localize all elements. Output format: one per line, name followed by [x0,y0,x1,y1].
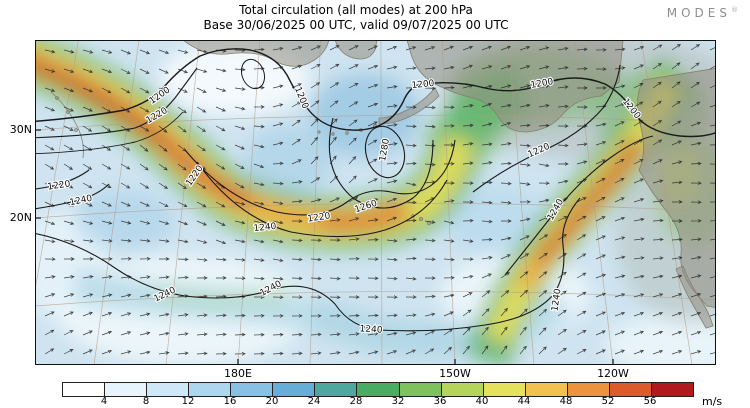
colorbar-segment [272,383,315,396]
wind-arrows-layer [44,43,716,356]
colorbar-tick-label: 16 [223,396,237,407]
graticule-lon-line [574,40,614,365]
land-chukotka [334,40,378,60]
colorbar-segment [482,383,525,396]
colorbar [62,382,694,397]
modes-logo: MODES® [667,6,738,20]
colorbar-tick-label: 44 [517,396,531,407]
title-block: Total circulation (all modes) at 200 hPa… [0,3,712,33]
colorbar-tick-label: 24 [307,396,321,407]
graticule-lat-line [35,114,716,131]
colorbar-labels: 4 8 12 16 20 24 28 32 36 40 44 48 52 56 [62,396,692,408]
colorbar-tick-label: 52 [601,396,615,407]
colorbar-segment [398,383,441,396]
contour-closed-small [240,58,266,90]
colorbar-tick-label: 56 [643,396,657,407]
colorbar-tick-label: 36 [433,396,447,407]
modes-logo-text: MODES [666,6,731,20]
graticule-lat-line [35,290,716,307]
land-alaska-peninsula [378,87,440,125]
colorbar-segment [356,383,399,396]
colorbar-segment [104,383,147,396]
colorbar-segment [63,383,105,396]
contour-1280-closed [364,125,406,179]
lon-tick-label: 150W [439,367,471,380]
contour-1240-east [504,135,654,276]
contour-label: 1280 [378,138,392,163]
contour-1240-left [35,183,110,210]
contour-1220-u [184,139,456,216]
graticule-lon-line [35,40,79,293]
kuril-islands [55,96,78,132]
contour-1240-south [35,197,581,332]
graticule-lon-line [93,40,140,365]
contour-1220-east [472,64,621,193]
graticule-layer [35,40,716,365]
contour-label: 1240 [359,324,383,336]
wind-arrows [44,43,716,356]
land-layer [50,40,716,329]
colorbar-unit: m/s [702,395,723,408]
contour-label: 1240 [550,288,563,312]
lat-tick-label: 30N [9,123,32,136]
colorbar-tick-label: 20 [265,396,279,407]
colorbar-segment [188,383,231,396]
graticule-lon-line [640,40,693,365]
contour-layer [35,48,716,332]
colorbar-segment [650,383,693,396]
lon-tick-label: 180E [224,367,252,380]
contour-1220-nw [35,67,198,139]
contour-1240-nw [35,111,184,155]
colorbar-tick-label: 4 [100,396,108,407]
contour-1200-main [35,48,716,138]
graticule-lon-line [165,40,200,365]
lat-tick-label: 20N [9,211,32,224]
colorbar-tick-label: 8 [142,396,150,407]
land-baja-california [675,265,714,329]
colorbar-segment [524,383,567,396]
graticule-lon-line [380,40,383,365]
colorbar-segment [314,383,357,396]
colorbar-segment [230,383,273,396]
contour-label: 1240 [253,222,277,234]
colorbar-segment [440,383,483,396]
lon-tick-label: 120W [597,367,629,380]
map-frame: 1200 1200 1200 1200 1200 1220 1220 1220 1220 1220… [35,40,716,365]
map-border [35,40,716,365]
colorbar-tick-label: 12 [181,396,195,407]
contour-1220-left [35,169,90,190]
registered-mark-icon: ® [731,6,738,14]
colorbar-tick-label: 28 [349,396,363,407]
land-kuril-arc [50,91,84,159]
land-alaska [406,40,624,133]
colorbar-tick-label: 40 [475,396,489,407]
colorbar-segment [608,383,651,396]
contour-label: 1200 [411,79,435,91]
colorbar-segment [566,383,609,396]
colorbar-tick-label: 48 [559,396,573,407]
colorbar-segment [146,383,189,396]
contour-label: 1220 [47,179,71,192]
colorbar-tick-label: 32 [391,396,405,407]
contour-1240-u [196,161,448,238]
chart-title: Total circulation (all modes) at 200 hPa [239,3,473,17]
contour-1260-u [328,117,434,209]
chart-subtitle: Base 30/06/2025 00 UTC, valid 09/07/2025… [203,18,509,32]
graticule-lat-line [35,202,716,219]
contour-label: 1220 [307,211,331,224]
